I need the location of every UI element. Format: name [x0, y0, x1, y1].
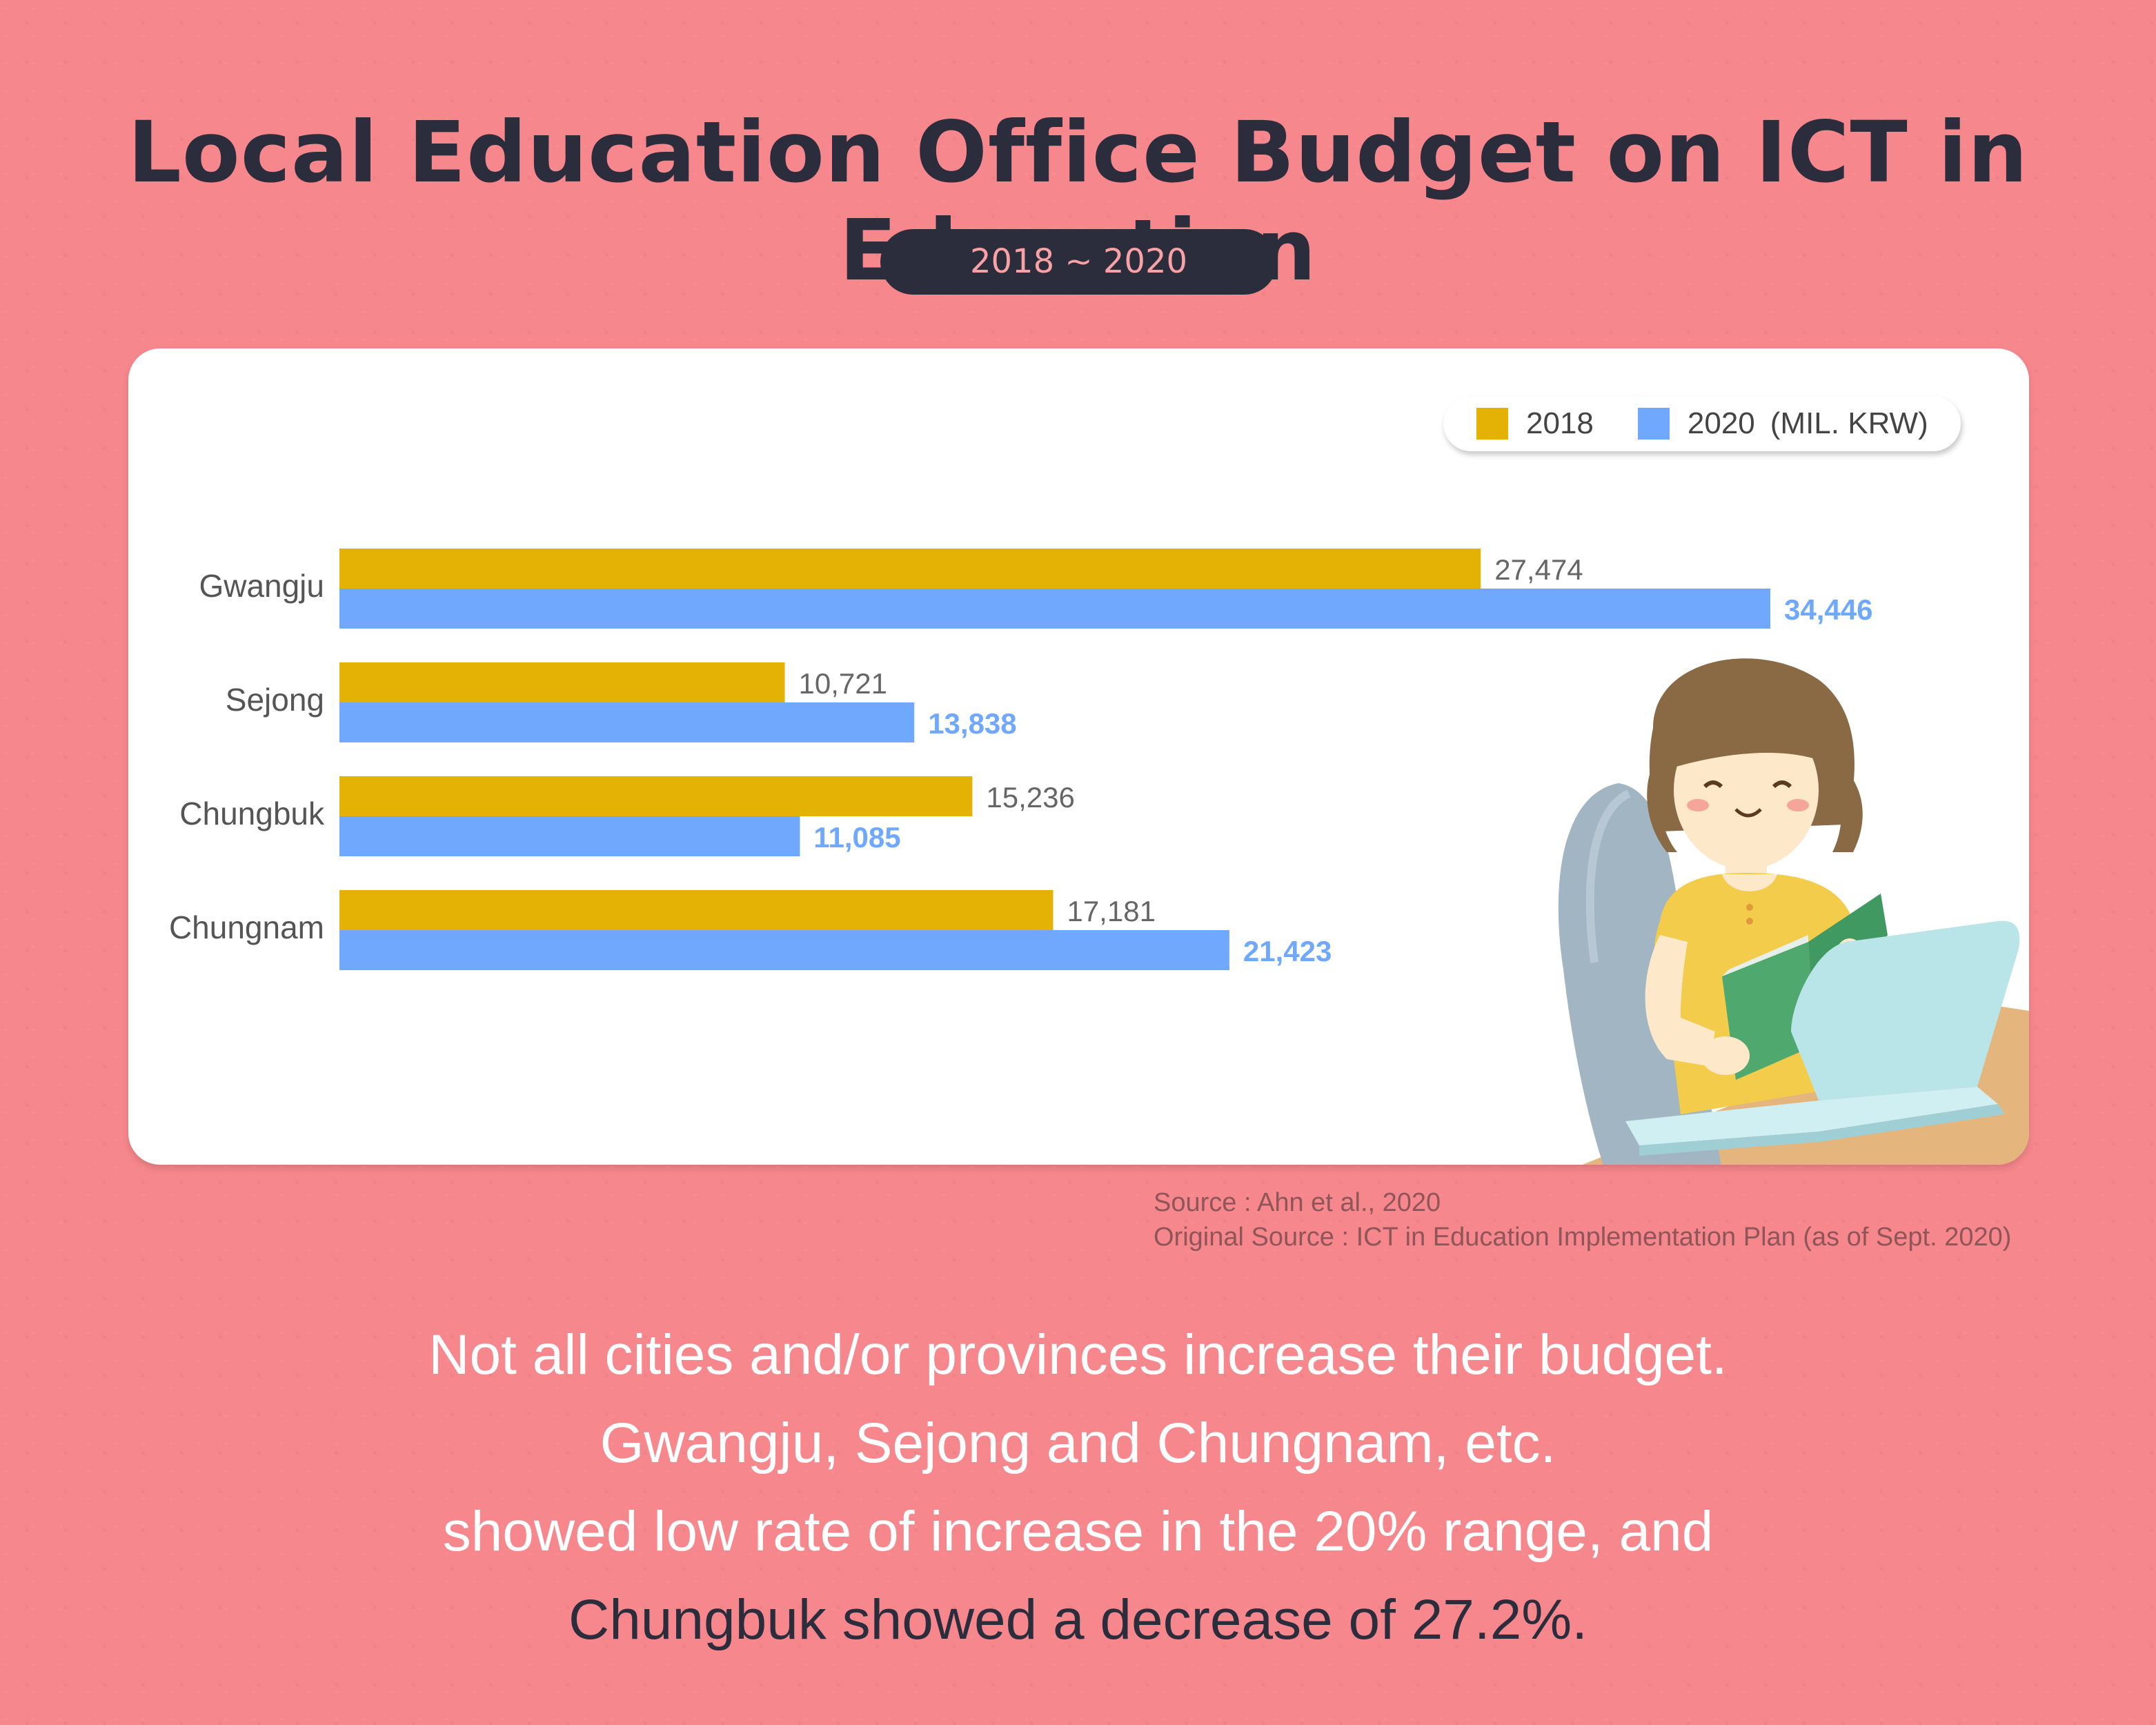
legend-swatch-2018 — [1476, 408, 1508, 440]
category-label-chungbuk: Chungbuk — [179, 796, 325, 831]
legend-item-2018: 2018 — [1476, 406, 1594, 441]
category-label-sejong: Sejong — [226, 682, 324, 718]
category-label-gwangju: Gwangju — [199, 568, 324, 604]
bar-2018-sejong — [339, 662, 785, 702]
caption: Not all cities and/or provinces increase… — [0, 1311, 2156, 1664]
bar-2020-chungbuk — [339, 816, 800, 856]
bar-2020-gwangju — [339, 589, 1770, 629]
category-label-chungnam: Chungnam — [169, 909, 324, 945]
bar-chart: Gwangju 27,474 34,446 Sejong 10,721 13,838 Chu… — [169, 549, 1872, 970]
student-reading-illustration — [1558, 658, 2029, 1165]
value-label-2020-chungbuk: 11,085 — [813, 821, 900, 854]
value-label-2018-gwangju: 27,474 — [1494, 553, 1583, 586]
period-badge: 2018 ~ 2020 — [880, 229, 1277, 295]
chart-card: Gwangju 27,474 34,446 Sejong 10,721 13,838 Chu… — [128, 348, 2029, 1165]
caption-line-1: Not all cities and/or provinces increase… — [428, 1323, 1728, 1386]
caption-line-2: Gwangju, Sejong and Chungnam, etc. — [600, 1412, 1556, 1475]
legend-item-2020: 2020 (MIL. KRW) — [1637, 406, 1928, 441]
legend-unit: (MIL. KRW) — [1770, 406, 1928, 440]
source-note: Source : Ahn et al., 2020 Original Sourc… — [1154, 1185, 2011, 1254]
legend-swatch-2020 — [1637, 408, 1670, 440]
original-source-line: Original Source : ICT in Education Imple… — [1154, 1223, 2012, 1252]
bar-2020-sejong — [339, 702, 915, 742]
value-label-2018-sejong: 10,721 — [799, 667, 887, 700]
chart-legend: 2018 2020 (MIL. KRW) — [1443, 396, 1961, 451]
bar-2018-gwangju — [339, 549, 1481, 589]
bar-2018-chungnam — [339, 890, 1054, 930]
value-label-2020-chungnam: 21,423 — [1243, 935, 1332, 967]
bar-2018-chungbuk — [339, 776, 973, 816]
legend-label-2020: 2020 — [1687, 406, 1755, 440]
value-label-2020-sejong: 13,838 — [928, 707, 1016, 740]
value-label-2018-chungnam: 17,181 — [1067, 895, 1155, 927]
caption-line-4: Chungbuk showed a decrease of 27.2%. — [568, 1588, 1588, 1651]
value-label-2020-gwangju: 34,446 — [1784, 593, 1872, 626]
value-label-2018-chungbuk: 15,236 — [986, 781, 1074, 814]
legend-label-2018: 2018 — [1526, 406, 1594, 440]
source-line: Source : Ahn et al., 2020 — [1154, 1188, 1441, 1217]
caption-line-3: showed low rate of increase in the 20% r… — [442, 1500, 1714, 1563]
bar-2020-chungnam — [339, 930, 1229, 970]
